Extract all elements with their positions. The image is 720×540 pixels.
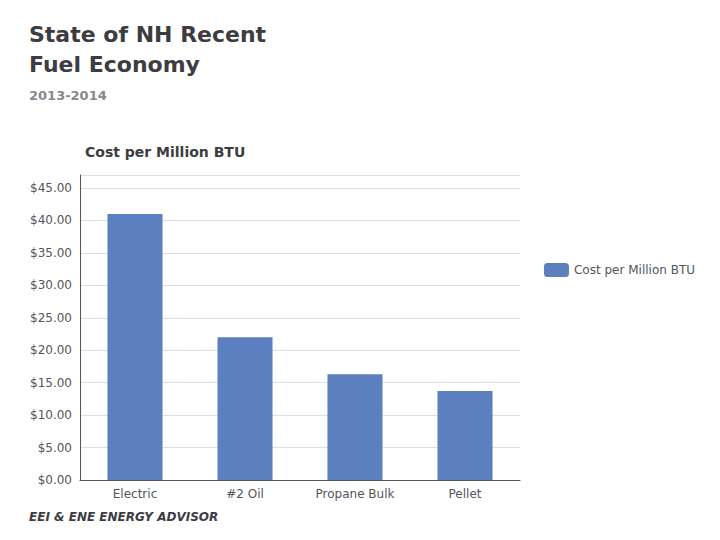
svg-text:$35.00: $35.00 (30, 246, 72, 260)
svg-text:$20.00: $20.00 (30, 343, 72, 357)
svg-text:EEI & ENE ENERGY ADVISOR: EEI & ENE ENERGY ADVISOR (29, 510, 218, 524)
svg-text:$15.00: $15.00 (30, 376, 72, 390)
svg-text:Cost per Million BTU: Cost per Million BTU (574, 263, 695, 277)
svg-text:Propane Bulk: Propane Bulk (316, 487, 395, 501)
svg-text:Cost per Million BTU: Cost per Million BTU (85, 144, 245, 160)
svg-text:$45.00: $45.00 (30, 181, 72, 195)
svg-text:$5.00: $5.00 (38, 441, 72, 455)
svg-text:$25.00: $25.00 (30, 311, 72, 325)
svg-text:Pellet: Pellet (449, 487, 482, 501)
svg-text:$30.00: $30.00 (30, 278, 72, 292)
svg-text:#2 Oil: #2 Oil (226, 487, 264, 501)
svg-text:Fuel Economy: Fuel Economy (29, 52, 200, 77)
svg-text:$0.00: $0.00 (38, 473, 72, 487)
svg-text:2013-2014: 2013-2014 (29, 88, 107, 103)
svg-text:State of NH Recent: State of NH Recent (29, 22, 267, 47)
svg-text:Electric: Electric (113, 487, 157, 501)
svg-text:$40.00: $40.00 (30, 213, 72, 227)
svg-text:$10.00: $10.00 (30, 408, 72, 422)
